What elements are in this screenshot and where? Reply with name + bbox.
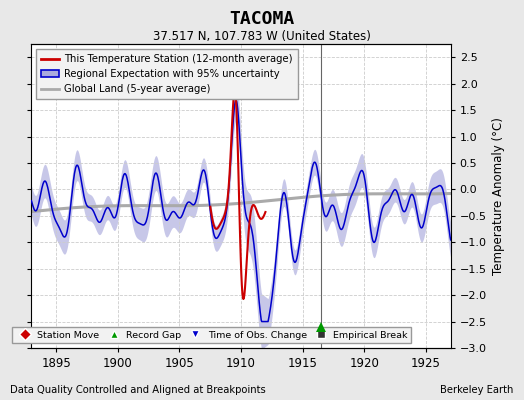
Text: Data Quality Controlled and Aligned at Breakpoints: Data Quality Controlled and Aligned at B… [10, 385, 266, 395]
Y-axis label: Temperature Anomaly (°C): Temperature Anomaly (°C) [493, 117, 505, 275]
Text: TACOMA: TACOMA [230, 10, 294, 28]
Legend: Station Move, Record Gap, Time of Obs. Change, Empirical Break: Station Move, Record Gap, Time of Obs. C… [12, 327, 411, 343]
Text: 37.517 N, 107.783 W (United States): 37.517 N, 107.783 W (United States) [153, 30, 371, 43]
Text: Berkeley Earth: Berkeley Earth [440, 385, 514, 395]
